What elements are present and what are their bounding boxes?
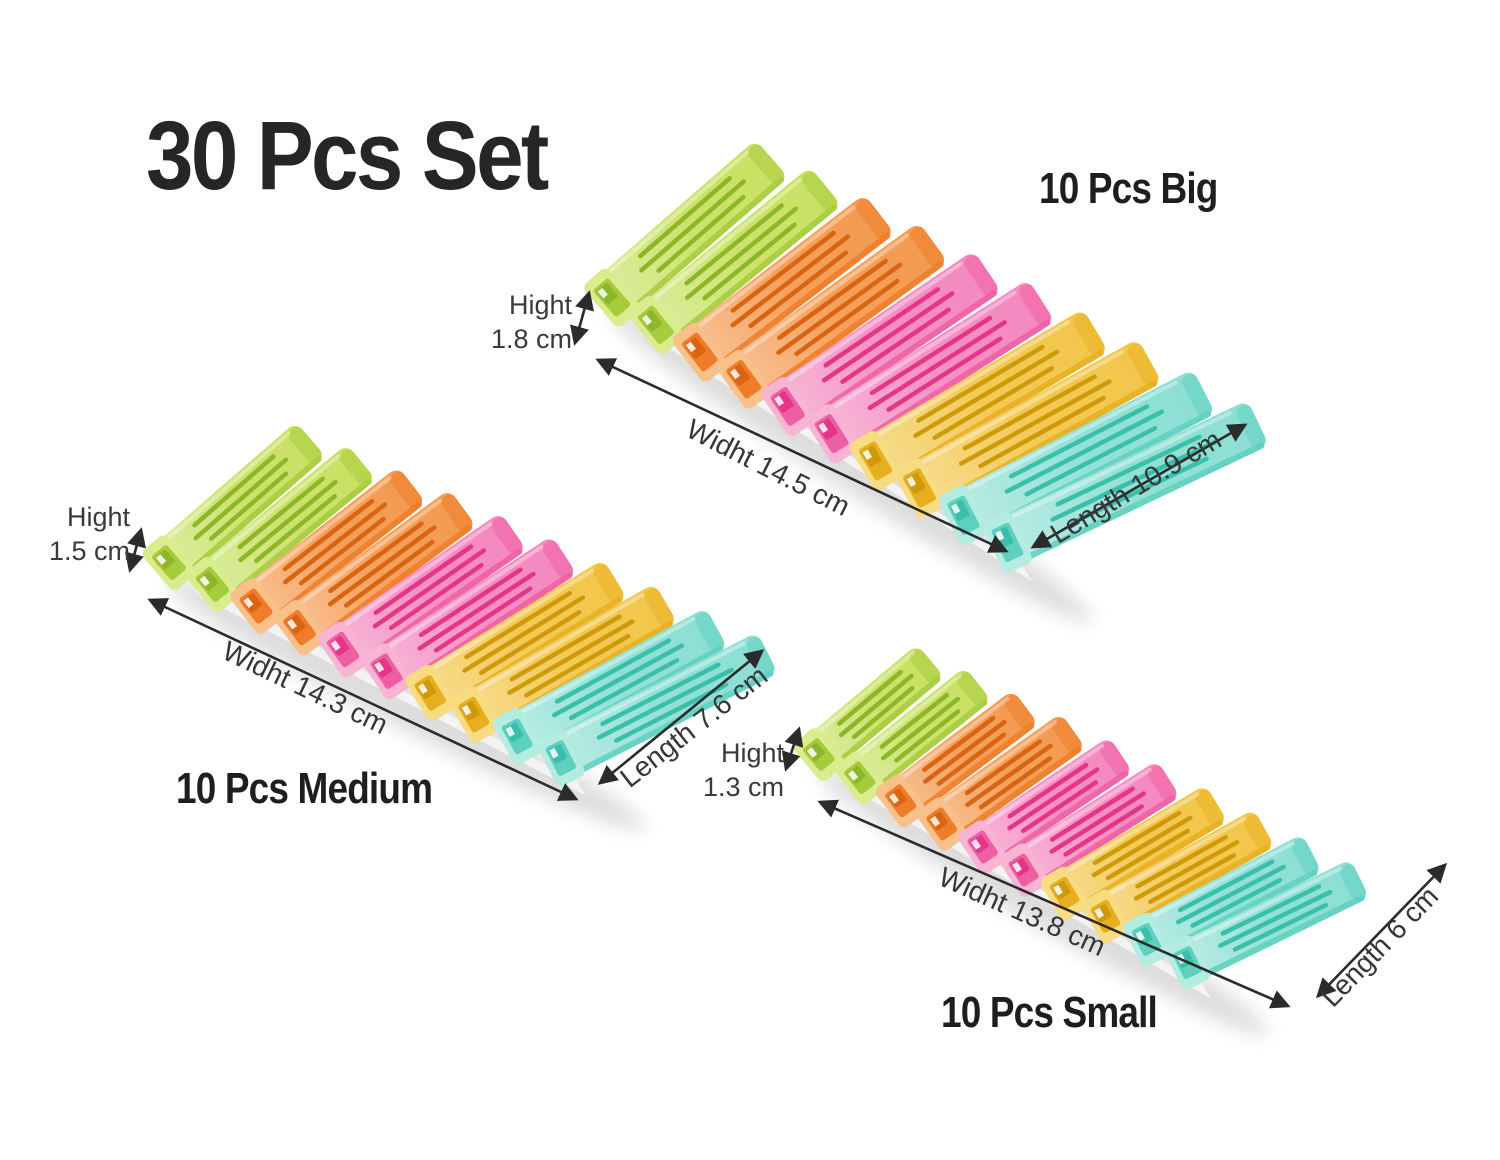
big-height-label: Hight 1.8 cm [462,289,572,357]
small-width-arrow [817,799,1291,1009]
medium-height-arrow [124,527,147,573]
small-set-label: 10 Pcs Small [941,988,1158,1037]
bag-clip-orange [230,470,423,634]
bag-clip-yellow-green [186,448,373,612]
medium-height-value: 1.5 cm [48,535,130,566]
medium-height-word: Hight [66,502,130,532]
bag-clip-yellow-green [628,170,838,354]
big-width-arrow [595,358,1009,553]
big-height-word: Hight [508,290,572,320]
medium-length-arrow [597,649,765,785]
dimension-arrows [124,290,1448,1009]
bag-clip-yellow-green [834,670,988,804]
big-length-arrow [1030,423,1248,549]
bag-clip-yellow-green [584,143,785,327]
bag-clip-orange [672,198,891,382]
bag-clip-yellow-green [793,648,941,781]
big-set-label: 10 Pcs Big [1039,164,1218,213]
medium-width-arrow [147,598,579,801]
small-height-arrow [781,726,804,772]
big-height-value: 1.8 cm [490,323,572,354]
medium-set-label: 10 Pcs Medium [176,764,433,813]
bag-clip-yellow-green [142,426,322,590]
set-title: 30 Pcs Set [146,101,549,210]
small-length-arrow [1315,862,1448,999]
small-height-value: 1.3 cm [702,771,784,802]
big-height-arrow [570,290,594,346]
small-height-label: Hight 1.3 cm [680,737,784,805]
small-height-word: Hight [720,738,784,768]
medium-height-label: Hight 1.5 cm [26,501,130,569]
